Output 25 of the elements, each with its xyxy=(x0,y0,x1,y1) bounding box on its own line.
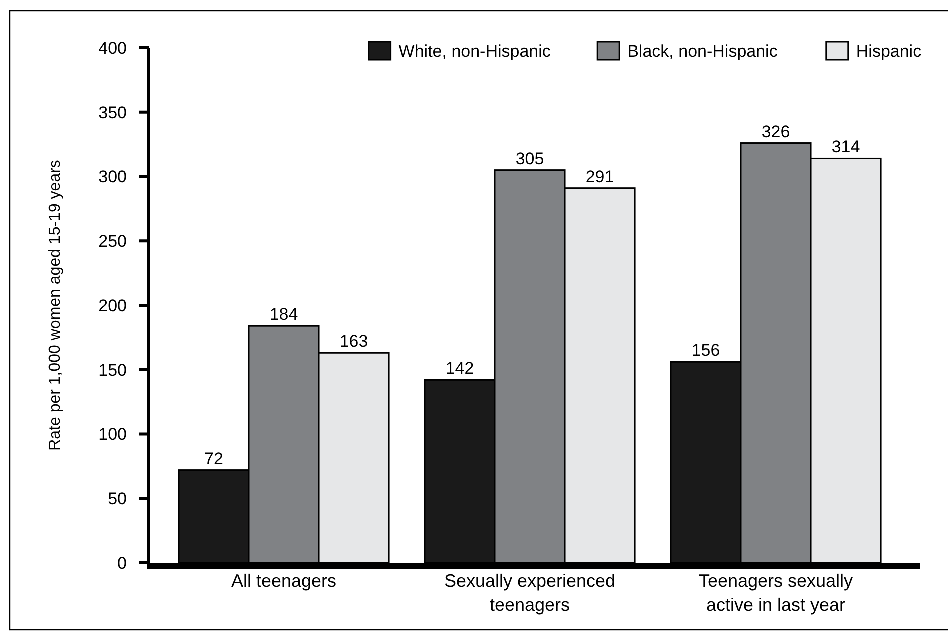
data-label: 291 xyxy=(586,167,614,186)
data-label: 184 xyxy=(270,305,298,324)
y-tick-label: 300 xyxy=(98,168,127,187)
data-label: 156 xyxy=(692,341,720,360)
data-label: 72 xyxy=(204,449,224,468)
data-label: 142 xyxy=(446,359,474,378)
y-tick-label: 350 xyxy=(98,103,127,122)
x-tick-label: Sexually experienced teenagers xyxy=(444,571,616,615)
y-tick-label: 50 xyxy=(108,490,127,509)
legend-label: Black, non-Hispanic xyxy=(628,42,778,61)
data-label: 314 xyxy=(832,138,860,157)
data-label: 305 xyxy=(516,149,544,168)
y-tick-label: 150 xyxy=(98,360,127,380)
y-tick-label: 200 xyxy=(98,296,127,316)
x-tick-label: All teenagers xyxy=(231,571,337,591)
x-tick-label: Teenagers sexually active in last year xyxy=(698,571,854,615)
y-axis-title: Rate per 1,000 women aged 15-19 years xyxy=(47,160,64,451)
y-tick-label: 0 xyxy=(118,554,127,573)
data-label: 326 xyxy=(762,122,790,142)
legend-label: Hispanic xyxy=(856,42,922,61)
y-tick-label: 400 xyxy=(98,38,127,58)
data-label: 163 xyxy=(340,332,368,352)
y-tick-label: 100 xyxy=(98,425,127,444)
legend-label: White, non-Hispanic xyxy=(398,42,552,61)
y-tick-label: 250 xyxy=(98,232,127,252)
